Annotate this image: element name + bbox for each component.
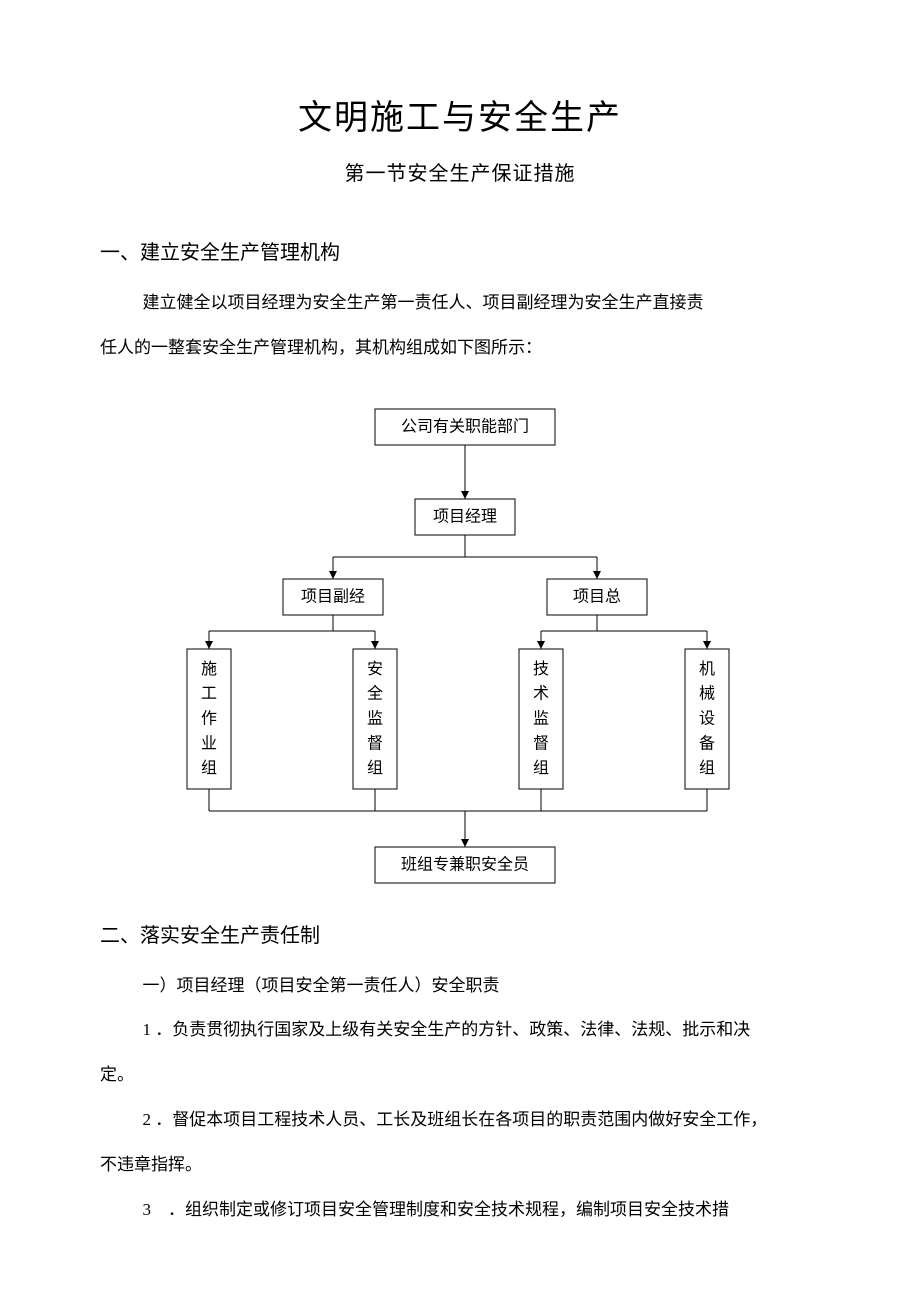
- section2-item2b: 不违章指挥。: [100, 1145, 820, 1186]
- section2-item1a: 1 ．负责贯彻执行国家及上级有关安全生产的方针、政策、法律、法规、批示和决: [100, 1010, 820, 1051]
- section1-heading: 一、建立安全生产管理机构: [100, 236, 820, 265]
- svg-text:术: 术: [533, 684, 549, 702]
- section2-item2a: 2 ．督促本项目工程技术人员、工长及班组长在各项目的职责范围内做好安全工作，: [100, 1100, 820, 1141]
- svg-text:项目经理: 项目经理: [433, 507, 497, 525]
- svg-text:项目副经: 项目副经: [301, 587, 365, 605]
- svg-text:公司有关职能部门: 公司有关职能部门: [401, 417, 529, 435]
- page-title: 文明施工与安全生产: [100, 90, 820, 139]
- svg-text:备: 备: [699, 734, 715, 752]
- section1-p2: 任人的一整套安全生产管理机构，其机构组成如下图所示：: [100, 328, 820, 369]
- svg-text:设: 设: [699, 709, 715, 727]
- page-subtitle: 第一节安全生产保证措施: [100, 157, 820, 186]
- svg-text:项目总: 项目总: [573, 587, 621, 605]
- svg-text:机: 机: [699, 659, 715, 677]
- org-chart-svg: 公司有关职能部门项目经理项目副经项目总施工作业组安全监督组技术监督组机械设备组班…: [145, 399, 775, 899]
- svg-text:班组专兼职安全员: 班组专兼职安全员: [401, 855, 529, 873]
- org-chart: 公司有关职能部门项目经理项目副经项目总施工作业组安全监督组技术监督组机械设备组班…: [100, 399, 820, 899]
- svg-text:组: 组: [533, 759, 549, 777]
- svg-text:安: 安: [367, 659, 383, 677]
- svg-text:组: 组: [699, 759, 715, 777]
- section2-item1b: 定。: [100, 1055, 820, 1096]
- svg-text:施: 施: [201, 659, 217, 677]
- section2-sub1: 一）项目经理（项目安全第一责任人）安全职责: [100, 966, 820, 1007]
- svg-text:督: 督: [533, 734, 549, 752]
- svg-text:械: 械: [699, 684, 715, 702]
- svg-text:作: 作: [201, 709, 217, 727]
- section2-heading: 二、落实安全生产责任制: [100, 919, 820, 948]
- svg-text:组: 组: [201, 759, 217, 777]
- svg-text:组: 组: [367, 759, 383, 777]
- svg-text:全: 全: [367, 684, 383, 702]
- section1-p1: 建立健全以项目经理为安全生产第一责任人、项目副经理为安全生产直接责: [100, 283, 820, 324]
- svg-text:督: 督: [367, 734, 383, 752]
- svg-text:技: 技: [533, 659, 549, 677]
- svg-text:工: 工: [201, 685, 217, 702]
- svg-text:监: 监: [533, 709, 549, 727]
- svg-text:监: 监: [367, 709, 383, 727]
- svg-text:业: 业: [201, 734, 217, 752]
- section2-item3: 3 ．组织制定或修订项目安全管理制度和安全技术规程，编制项目安全技术措: [100, 1190, 820, 1231]
